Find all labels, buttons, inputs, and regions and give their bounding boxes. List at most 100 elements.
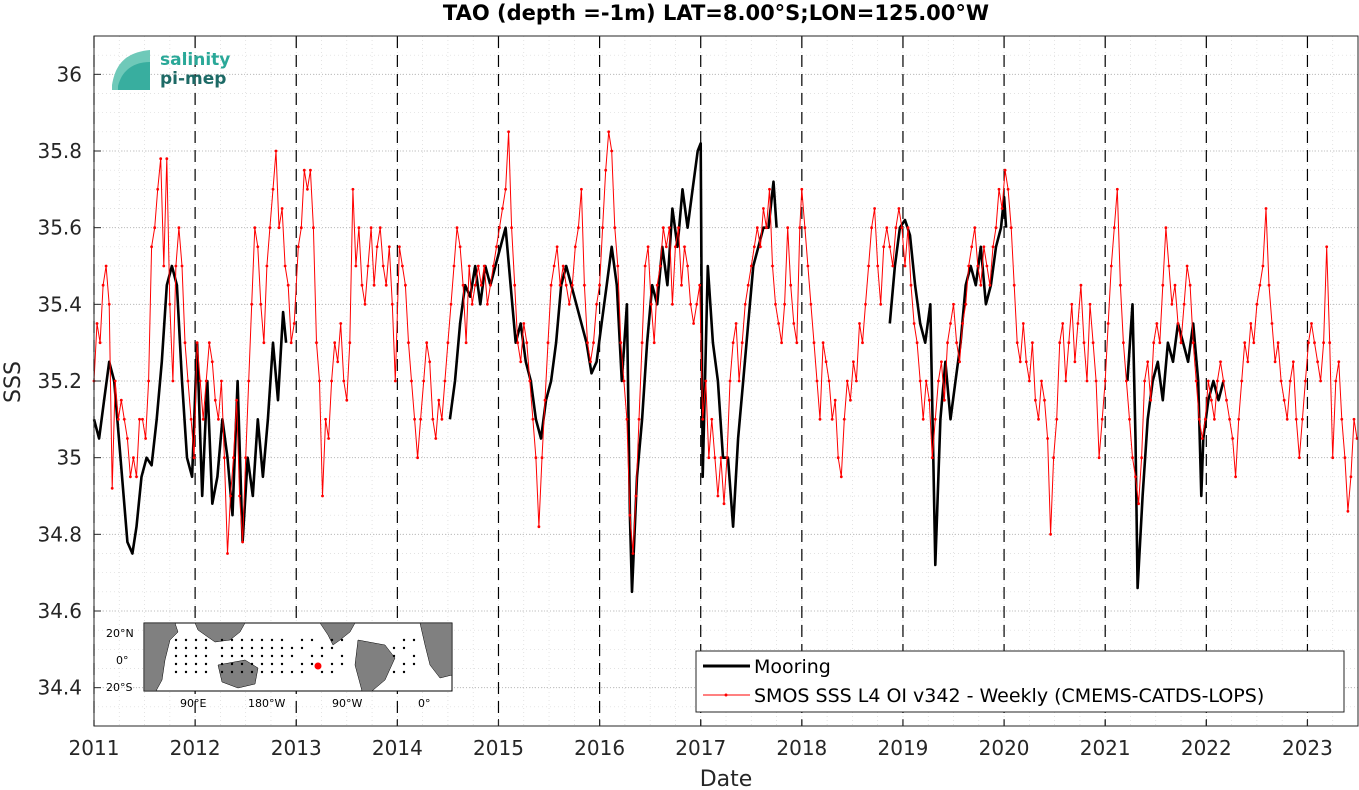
series-point-smos (798, 226, 802, 230)
series-point-smos (504, 187, 507, 191)
series-point-smos (824, 360, 828, 364)
inset-lat-label-20s: 20°S (106, 681, 132, 694)
series-point-smos (861, 341, 864, 345)
series-point-smos (640, 341, 644, 345)
series-point-smos (1052, 456, 1055, 460)
inset-mooring-dot (260, 646, 264, 650)
series-point-smos (839, 475, 843, 479)
series-point-smos (674, 245, 677, 249)
series-point-smos (443, 379, 447, 383)
series-point-smos (1219, 360, 1222, 364)
series-point-smos (519, 360, 523, 364)
series-point-smos (1337, 360, 1341, 364)
legend: Mooring SMOS SSS L4 OI v342 - Weekly (CM… (695, 650, 1345, 713)
inset-mooring-dot (290, 654, 294, 658)
series-point-smos (879, 302, 883, 306)
inset-mooring-dot (392, 654, 396, 658)
series-point-smos (564, 283, 568, 287)
series-point-smos (434, 437, 438, 440)
x-tick-label: 2018 (776, 736, 827, 760)
inset-mooring-dot (290, 646, 294, 650)
series-point-smos (982, 245, 986, 249)
series-point-smos (492, 264, 495, 268)
inset-mooring-dot (330, 662, 334, 666)
y-tick-label: 35.2 (37, 369, 82, 393)
x-tick-label: 2012 (170, 736, 221, 760)
y-tick-label: 35.8 (37, 139, 82, 163)
inset-mooring-dot (330, 646, 334, 650)
series-point-smos (244, 456, 248, 460)
series-point-smos (573, 245, 577, 249)
inset-mooring-dot (270, 654, 274, 658)
inset-mooring-dot (402, 670, 406, 674)
series-point-smos (803, 226, 807, 230)
series-point-smos (274, 149, 278, 153)
series-point-smos (461, 283, 465, 287)
series-point-smos (1188, 283, 1192, 287)
series-point-smos (598, 283, 601, 287)
inset-mooring-dot (260, 638, 264, 642)
series-point-smos (1231, 437, 1234, 440)
series-point-smos (1143, 379, 1146, 383)
series-point-smos (159, 157, 163, 161)
inset-lon-label-180w: 180°W (248, 697, 285, 710)
series-point-smos (1349, 475, 1353, 479)
series-point-smos (135, 475, 138, 479)
series-point-smos (1058, 341, 1062, 345)
series-point-smos (1134, 475, 1137, 479)
series-point-smos (849, 398, 852, 402)
y-tick-labels: 34.4 34.6 34.8 35 35.2 35.4 35.6 35.8 36 (37, 62, 101, 700)
inset-mooring-dot (194, 654, 198, 658)
series-point-smos (507, 130, 510, 134)
series-point-smos (1249, 322, 1253, 325)
series-point-smos (229, 494, 232, 498)
series-point-smos (129, 475, 132, 479)
inset-mooring-dot (250, 670, 254, 674)
series-point-smos (299, 226, 303, 230)
series-point-smos (771, 264, 774, 268)
series-point-smos (855, 379, 858, 383)
series-point-smos (543, 398, 547, 402)
series-point-smos (126, 437, 129, 440)
inset-mooring-dot (280, 646, 284, 650)
series-point-smos (552, 264, 556, 268)
series-point-smos (1009, 226, 1013, 230)
series-point-smos (416, 456, 419, 460)
series-point-smos (1006, 187, 1010, 191)
inset-mooring-dot (340, 638, 344, 642)
series-point-smos (354, 264, 358, 268)
x-tick-label: 2013 (271, 736, 322, 760)
y-tick-label: 34.6 (37, 599, 82, 623)
x-tick-label: 2022 (1181, 736, 1232, 760)
series-point-smos (1210, 398, 1213, 402)
series-point-smos (870, 226, 873, 230)
series-point-smos (1228, 417, 1231, 421)
series-point-smos (1325, 245, 1329, 249)
series-point-smos (625, 417, 629, 421)
series-point-smos (955, 341, 958, 345)
series-point-smos (664, 245, 668, 249)
series-point-smos (425, 341, 429, 345)
x-tick-label: 2019 (878, 736, 929, 760)
inset-mooring-dot (240, 638, 244, 642)
series-point-smos (1322, 341, 1325, 345)
inset-mooring-dot (184, 654, 188, 658)
series-point-smos (795, 341, 799, 345)
series-point-smos (1176, 322, 1180, 325)
series-point-smos (731, 341, 735, 345)
series-point-smos (755, 226, 759, 230)
series-point-smos (1003, 168, 1007, 172)
series-point-smos (873, 207, 876, 210)
series-point-smos (360, 283, 364, 287)
series-point-smos (107, 302, 111, 306)
series-point-smos (398, 245, 401, 249)
series-point-smos (1034, 398, 1037, 402)
series-point-smos (467, 264, 471, 268)
series-point-smos (1173, 283, 1177, 287)
series-point-smos (540, 456, 544, 460)
series-point-smos (1282, 398, 1286, 402)
series-point-smos (909, 283, 913, 287)
series-point-smos (1073, 360, 1077, 364)
series-point-smos (852, 360, 855, 364)
series-point-smos (1255, 302, 1259, 306)
